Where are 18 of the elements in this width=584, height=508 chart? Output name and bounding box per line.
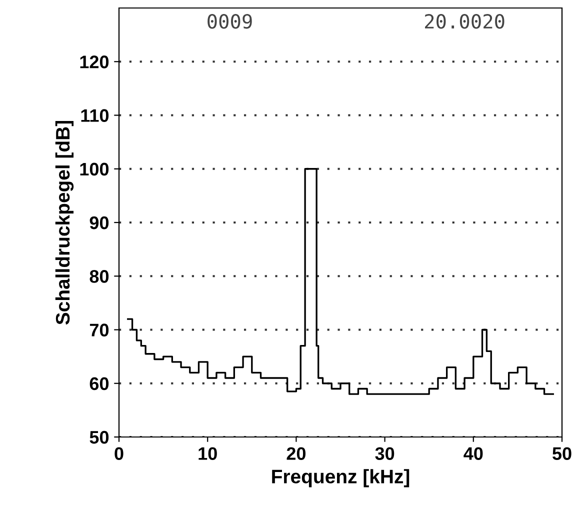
y-tick-label: 90: [90, 216, 109, 230]
y-tick-label: 80: [90, 270, 109, 283]
y-tick-label: 110: [81, 109, 109, 122]
x-tick-label: 0: [114, 447, 124, 460]
x-tick-label: 50: [552, 447, 572, 460]
y-tick-label: 60: [90, 377, 109, 390]
y-tick-label: 50: [90, 430, 109, 444]
y-tick-label: 100: [80, 162, 109, 176]
x-tick-label: 10: [198, 447, 217, 460]
annotation: 20.0020: [425, 14, 504, 29]
x-tick-label: 20: [286, 447, 306, 460]
x-axis-title: Frequenz [kHz]: [272, 469, 410, 488]
y-tick-label: 70: [90, 324, 109, 336]
x-tick-label: 30: [375, 447, 394, 460]
y-tick-label: 120: [80, 56, 109, 68]
x-tick-label: 40: [464, 447, 483, 460]
annotation: 0009: [208, 14, 252, 29]
y-axis-title: Schalldruckpegel [dB]: [55, 120, 74, 325]
